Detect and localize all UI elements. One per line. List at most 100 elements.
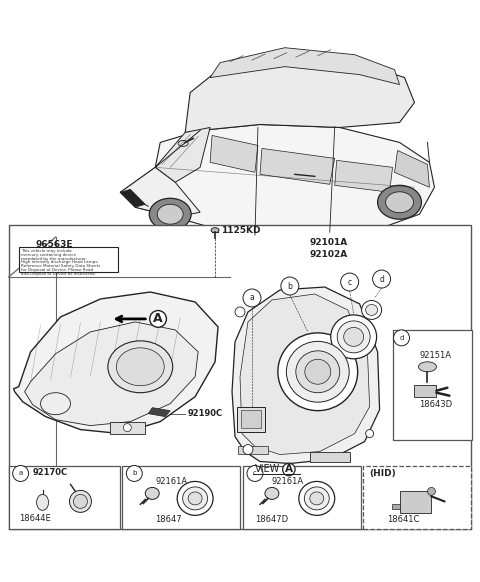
Polygon shape [185, 58, 415, 133]
Ellipse shape [296, 351, 340, 393]
Ellipse shape [265, 488, 279, 499]
Ellipse shape [36, 495, 48, 510]
Polygon shape [210, 48, 399, 84]
Circle shape [366, 430, 373, 438]
Circle shape [341, 273, 359, 291]
Ellipse shape [299, 481, 335, 515]
Text: d: d [379, 275, 384, 283]
Text: 92101A: 92101A [310, 237, 348, 247]
Text: 92170C: 92170C [33, 468, 68, 477]
Circle shape [394, 330, 409, 346]
Text: 18647: 18647 [155, 515, 182, 524]
Polygon shape [335, 161, 393, 192]
Text: for Disposal of Device. Please Read: for Disposal of Device. Please Read [21, 268, 93, 272]
Ellipse shape [145, 488, 159, 499]
Ellipse shape [337, 321, 370, 353]
Bar [9, 225, 471, 529]
Bar [122, 467, 240, 529]
Text: 92190C: 92190C [187, 409, 222, 418]
Text: 92161A: 92161A [155, 477, 187, 486]
Ellipse shape [310, 492, 324, 505]
Circle shape [235, 307, 245, 317]
Text: a: a [19, 470, 23, 477]
Text: d: d [399, 335, 404, 341]
Text: (HID): (HID) [370, 469, 396, 478]
Text: This vehicle may include: This vehicle may include [21, 249, 72, 253]
Bar [237, 407, 265, 432]
Ellipse shape [331, 315, 377, 359]
Ellipse shape [278, 333, 358, 411]
Polygon shape [232, 287, 380, 463]
Ellipse shape [157, 204, 183, 224]
Text: A: A [285, 464, 293, 474]
Ellipse shape [304, 487, 329, 510]
Bar [392, 505, 399, 509]
Ellipse shape [287, 342, 349, 402]
Text: 18644E: 18644E [19, 514, 50, 523]
Ellipse shape [116, 348, 164, 386]
Text: Reference Material Safety Data Sheets: Reference Material Safety Data Sheets [21, 264, 100, 268]
Bar [393, 330, 472, 439]
Ellipse shape [188, 492, 202, 505]
Text: b: b [288, 282, 292, 290]
Text: VIEW: VIEW [255, 464, 280, 474]
Ellipse shape [419, 362, 436, 372]
Text: High intensity discharge Head Lamps.: High intensity discharge Head Lamps. [21, 261, 98, 264]
Text: and Dispose of Device as Instructed.: and Dispose of Device as Instructed. [21, 272, 96, 276]
Ellipse shape [108, 341, 173, 393]
Circle shape [372, 270, 391, 288]
Ellipse shape [178, 140, 188, 147]
Polygon shape [148, 407, 170, 417]
Polygon shape [210, 136, 258, 172]
Text: A: A [153, 313, 163, 325]
Polygon shape [24, 322, 198, 425]
Ellipse shape [177, 481, 213, 515]
Text: 92161A: 92161A [272, 477, 304, 486]
Ellipse shape [366, 304, 378, 315]
Text: a: a [250, 293, 254, 303]
Bar [110, 421, 145, 434]
Text: mandated by the manufacturer.: mandated by the manufacturer. [21, 257, 86, 261]
Text: 18641C: 18641C [387, 515, 420, 524]
Polygon shape [13, 292, 218, 434]
Ellipse shape [183, 487, 207, 510]
Ellipse shape [361, 300, 382, 320]
Bar [399, 491, 432, 513]
Bar [415, 385, 436, 397]
Ellipse shape [305, 359, 331, 384]
Bar [243, 467, 360, 529]
Ellipse shape [344, 328, 364, 346]
Circle shape [123, 424, 132, 432]
Polygon shape [120, 168, 200, 217]
Text: 18643D: 18643D [420, 400, 453, 409]
Bar [241, 410, 261, 428]
Polygon shape [120, 189, 145, 207]
Text: 96563E: 96563E [36, 240, 73, 249]
Ellipse shape [41, 393, 71, 414]
Ellipse shape [385, 192, 413, 213]
Ellipse shape [70, 491, 91, 512]
Bar [19, 247, 119, 272]
Text: b: b [132, 470, 136, 477]
Bar [363, 467, 471, 529]
Text: c: c [348, 278, 352, 286]
Bar [9, 467, 120, 529]
Polygon shape [240, 294, 370, 455]
Circle shape [247, 466, 263, 481]
Circle shape [243, 289, 261, 307]
Polygon shape [120, 125, 434, 237]
Ellipse shape [428, 488, 435, 495]
Ellipse shape [378, 185, 421, 219]
Ellipse shape [73, 495, 87, 508]
Polygon shape [155, 127, 210, 182]
Polygon shape [395, 150, 430, 187]
Circle shape [126, 466, 142, 481]
Text: mercury containing device: mercury containing device [21, 253, 76, 257]
Ellipse shape [211, 228, 219, 233]
Text: 1125KD: 1125KD [221, 226, 261, 235]
Text: c: c [253, 470, 257, 477]
Polygon shape [260, 148, 335, 184]
Bar [310, 452, 350, 462]
Circle shape [12, 466, 29, 481]
Ellipse shape [149, 198, 191, 230]
